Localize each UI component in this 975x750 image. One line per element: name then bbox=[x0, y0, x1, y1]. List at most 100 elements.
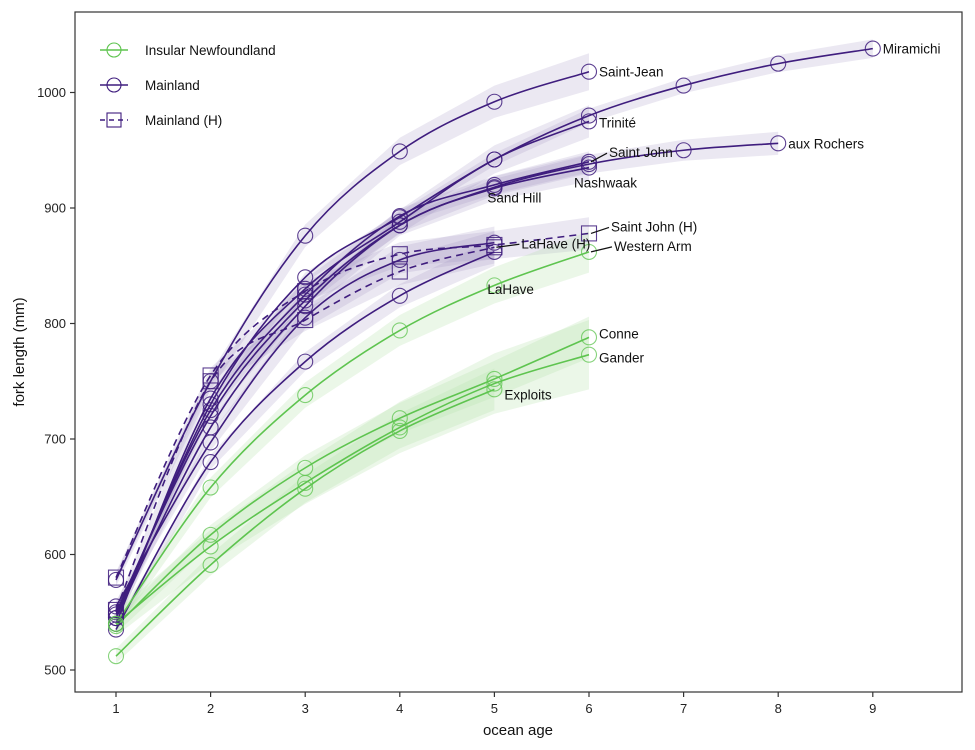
point-trinit bbox=[202, 390, 219, 407]
series-label: Exploits bbox=[504, 387, 552, 402]
point-exploits bbox=[391, 422, 408, 439]
point-trinit bbox=[391, 213, 408, 230]
point-exploits bbox=[202, 556, 219, 573]
point-saint-john bbox=[391, 208, 408, 225]
point-lahave bbox=[391, 287, 408, 304]
point-lahave bbox=[202, 454, 219, 471]
plot-frame bbox=[74, 11, 963, 693]
band-exploits bbox=[116, 368, 495, 664]
legend-label: Insular Newfoundland bbox=[145, 43, 276, 58]
point-saint-john-h bbox=[107, 569, 125, 586]
point-saint-john-h bbox=[391, 246, 408, 263]
series-label: Gander bbox=[599, 351, 645, 366]
x-axis: 1 2 3 4 5 6 7 8 9 bbox=[112, 692, 876, 716]
point-nashwaak bbox=[486, 180, 503, 197]
band-miramichi bbox=[116, 39, 873, 622]
point-western-arm bbox=[202, 479, 219, 496]
band-lahave-h bbox=[116, 231, 495, 616]
legend-circle-icon bbox=[106, 42, 122, 58]
point-saint-jean bbox=[297, 227, 314, 244]
point-saint-jean bbox=[580, 63, 598, 80]
point-saint-john bbox=[580, 153, 598, 170]
point-lahave-h bbox=[107, 601, 125, 618]
line-trinit bbox=[115, 120, 590, 625]
label-leader bbox=[590, 246, 613, 253]
point-nashwaak bbox=[391, 217, 408, 234]
x-tick-label: 4 bbox=[396, 701, 403, 716]
label-leader bbox=[496, 243, 520, 248]
point-saint-john-h bbox=[297, 283, 314, 300]
y-tick-label: 900 bbox=[44, 201, 66, 216]
x-tick-label: 7 bbox=[680, 701, 687, 716]
label-leader bbox=[590, 226, 610, 234]
line-nashwaak bbox=[115, 166, 590, 619]
y-tick-label: 1000 bbox=[37, 85, 66, 100]
point-aux-rochers bbox=[770, 135, 787, 152]
point-western-arm bbox=[580, 243, 598, 260]
point-miramichi bbox=[202, 396, 219, 413]
x-tick-label: 5 bbox=[491, 701, 498, 716]
series-label: Conne bbox=[599, 326, 639, 341]
x-tick-label: 1 bbox=[112, 701, 119, 716]
point-miramichi bbox=[580, 107, 598, 124]
band-western-arm bbox=[116, 231, 589, 632]
series-label: Trinité bbox=[599, 115, 636, 130]
point-western-arm bbox=[486, 277, 503, 294]
point-gander bbox=[297, 474, 314, 491]
band-lahave bbox=[116, 238, 495, 635]
point-saint-john bbox=[486, 176, 503, 193]
series-label: Saint-Jean bbox=[599, 65, 664, 80]
x-axis-title: ocean age bbox=[483, 722, 553, 739]
y-axis: 500 600 700 800 900 1000 bbox=[37, 85, 75, 678]
legend-item: Insular Newfoundland bbox=[100, 42, 276, 58]
band-conne bbox=[116, 316, 589, 634]
point-lahave-h bbox=[202, 373, 219, 390]
line-lahave bbox=[115, 251, 495, 630]
line-western-arm bbox=[115, 251, 590, 625]
point-aux-rochers bbox=[297, 292, 314, 309]
point-lahave bbox=[107, 621, 125, 638]
y-tick-label: 500 bbox=[44, 663, 66, 678]
series-label: aux Rochers bbox=[788, 136, 864, 151]
legend-label: Mainland bbox=[145, 78, 200, 93]
point-lahave-h bbox=[297, 311, 314, 329]
point-conne bbox=[391, 410, 408, 427]
line-lahave-h bbox=[115, 246, 495, 611]
point-trinit bbox=[486, 151, 503, 168]
y-axis-title: fork length (mm) bbox=[11, 297, 28, 406]
y-tick-label: 600 bbox=[44, 547, 66, 562]
point-conne bbox=[486, 370, 503, 387]
x-tick-label: 8 bbox=[775, 701, 782, 716]
point-aux-rochers bbox=[675, 142, 692, 159]
line-conne bbox=[115, 336, 590, 627]
x-tick-label: 2 bbox=[207, 701, 214, 716]
band-saint-john-h bbox=[116, 217, 589, 584]
point-lahave-h bbox=[391, 263, 408, 280]
point-exploits bbox=[297, 480, 314, 497]
point-trinit bbox=[580, 113, 598, 130]
point-gander bbox=[107, 615, 125, 632]
series-label: LaHave bbox=[487, 282, 534, 297]
point-gander bbox=[202, 538, 219, 555]
point-nashwaak bbox=[107, 609, 125, 627]
point-conne bbox=[202, 526, 219, 543]
series-labels: Miramichi Saint-Jean Trinité aux Rochers Sai… bbox=[487, 42, 940, 403]
series-label: Nashwaak bbox=[574, 176, 637, 191]
point-saint-jean bbox=[486, 93, 503, 110]
point-saint-john bbox=[202, 402, 219, 419]
point-saint-jean bbox=[391, 143, 408, 160]
legend: Insular Newfoundland Mainland Mainland (H) bbox=[100, 42, 276, 128]
point-gander bbox=[486, 375, 503, 392]
series-label: Western Arm bbox=[614, 239, 692, 254]
point-exploits bbox=[107, 648, 125, 665]
line-gander bbox=[115, 353, 590, 625]
point-sand-hill bbox=[202, 434, 219, 451]
point-miramichi bbox=[864, 40, 881, 57]
legend-item: Mainland (H) bbox=[100, 112, 222, 128]
series-label: Miramichi bbox=[883, 42, 941, 57]
point-miramichi bbox=[675, 77, 692, 94]
series-lines bbox=[115, 47, 873, 657]
point-lahave-h bbox=[486, 239, 503, 256]
point-western-arm bbox=[391, 322, 408, 339]
point-lahave bbox=[297, 353, 314, 370]
